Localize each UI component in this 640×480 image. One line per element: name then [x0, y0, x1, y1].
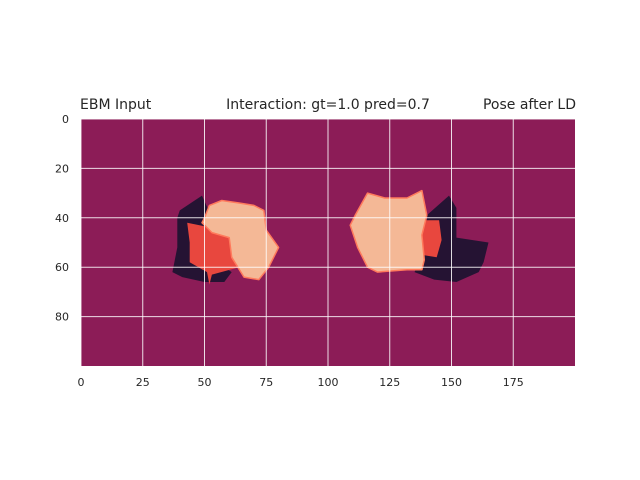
y-tick-label: 20	[55, 162, 69, 175]
title-right: Pose after LD	[483, 97, 576, 113]
x-tick-label: 175	[503, 376, 524, 389]
title-center: Interaction: gt=1.0 pred=0.7	[226, 97, 430, 113]
axis-ticks: 0 25 50 75 100 125 150 175 0 20 40 60 80	[55, 113, 524, 389]
x-tick-label: 75	[259, 376, 273, 389]
y-tick-label: 0	[62, 113, 69, 126]
x-tick-label: 125	[379, 376, 400, 389]
right-peach-region	[349, 189, 428, 273]
heatmap-plot-area	[80, 118, 575, 366]
x-tick-label: 100	[318, 376, 339, 389]
y-tick-label: 80	[55, 311, 69, 324]
y-tick-label: 60	[55, 261, 69, 274]
x-tick-label: 150	[441, 376, 462, 389]
title-left: EBM Input	[80, 97, 152, 113]
y-tick-label: 40	[55, 212, 69, 225]
left-peach-region	[201, 199, 280, 281]
x-tick-label: 0	[78, 376, 85, 389]
x-tick-label: 50	[198, 376, 212, 389]
x-tick-label: 25	[136, 376, 150, 389]
